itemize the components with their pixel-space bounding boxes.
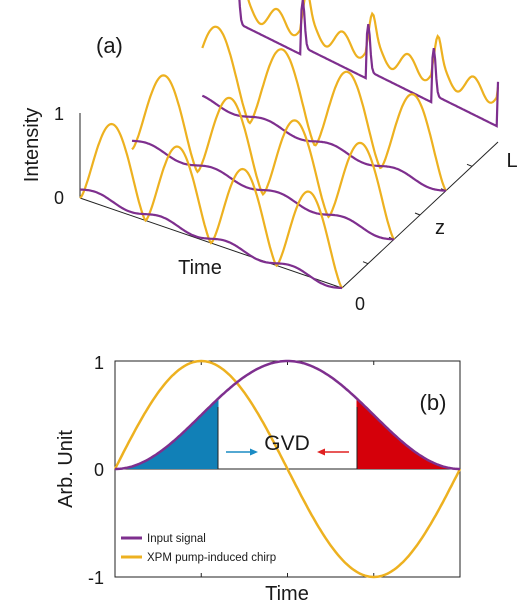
y-tick-0: 0 [54,188,64,208]
b-y-axis-label: Arb. Unit [55,430,77,508]
z-tick [363,262,368,264]
panel-a-label: (a) [96,33,123,58]
z-tick-0: 0 [355,294,365,314]
signal-curve-slice-3 [236,0,498,126]
z-axis-label: z [435,217,445,239]
z-tick [467,164,472,166]
y-axis-label: Intensity [21,108,43,182]
waterfall-curves [80,0,498,288]
legend: Input signal XPM pump-induced chirp [121,533,276,564]
blue-shaded-region [115,398,219,469]
legend-label-chirp: XPM pump-induced chirp [147,552,276,564]
gvd-annotation: GVD [264,432,310,455]
z-tick [415,213,420,215]
panel-b-label: (b) [420,390,447,415]
b-x-axis-label: Time [265,583,309,605]
panel-b: GVD (b) Input signal XPM pump-induced ch… [55,353,460,605]
x-axis-label: Time [178,257,222,279]
blue-arrowhead [250,449,258,456]
b-y-tick-0: 0 [94,460,104,480]
signal-curve-slice-1 [132,141,394,240]
b-y-tick-1: 1 [94,353,104,373]
panel-a: (a) 1 0 Intensity Time z 0 L [21,0,518,314]
legend-label-signal: Input signal [147,533,206,545]
z-tick-L: L [506,150,517,172]
red-arrowhead [317,449,325,456]
b-y-tick-neg1: -1 [88,568,104,588]
axis-ticks [146,164,473,265]
y-tick-1: 1 [54,104,64,124]
